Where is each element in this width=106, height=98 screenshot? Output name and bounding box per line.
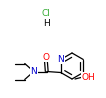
Text: N: N [30, 67, 37, 76]
Text: OH: OH [81, 73, 95, 82]
Text: O: O [42, 53, 49, 62]
Text: H: H [43, 19, 49, 28]
Text: Cl: Cl [42, 9, 50, 18]
Text: N: N [57, 55, 64, 64]
